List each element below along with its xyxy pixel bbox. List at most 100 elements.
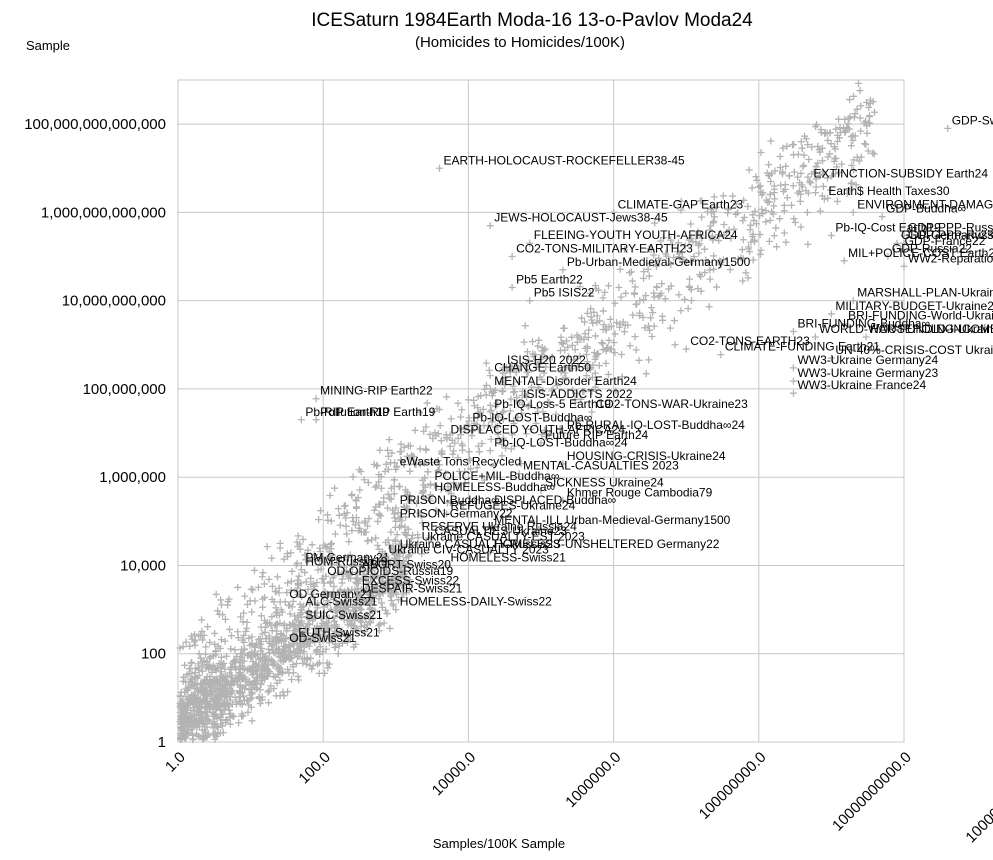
data-point <box>636 297 644 305</box>
data-point <box>652 257 660 265</box>
data-point <box>367 596 375 604</box>
annotation: HOM-Russia19 <box>297 555 388 574</box>
data-point <box>182 693 190 701</box>
data-point <box>211 648 219 656</box>
data-point <box>269 661 277 669</box>
data-point <box>734 209 742 217</box>
data-point <box>502 444 510 452</box>
data-point <box>319 648 327 656</box>
data-point <box>201 702 209 710</box>
data-point <box>240 657 248 665</box>
data-point <box>391 514 399 522</box>
data-point <box>534 383 542 391</box>
data-point <box>482 391 490 399</box>
data-point <box>802 187 810 195</box>
data-point <box>446 442 454 450</box>
data-point <box>594 350 602 358</box>
annotation: WW3-Ukraine France24 <box>789 378 926 397</box>
data-point <box>348 562 356 570</box>
data-point <box>406 492 414 500</box>
data-point <box>196 696 204 704</box>
annotated-point <box>297 416 305 424</box>
data-point <box>542 363 550 371</box>
data-point <box>273 644 281 652</box>
data-point <box>525 357 533 365</box>
annotation-label: CHANGE Earth50 <box>494 361 591 375</box>
data-point <box>247 703 255 711</box>
annotation-label: Pb-IQ-LOST-Buddha∞ <box>472 410 592 424</box>
data-point <box>402 513 410 521</box>
data-point <box>307 574 315 582</box>
data-point <box>248 640 256 648</box>
annotation: Earth$ Health Taxes30 <box>820 184 950 203</box>
data-point <box>458 440 466 448</box>
data-point <box>281 655 289 663</box>
data-point <box>798 183 806 191</box>
annotation-label: MENTAL-Disorder Earth24 <box>494 374 637 388</box>
data-point <box>611 349 619 357</box>
data-point <box>599 307 607 315</box>
data-point <box>740 213 748 221</box>
data-point <box>558 340 566 348</box>
data-point <box>342 567 350 575</box>
data-point <box>258 630 266 638</box>
data-point <box>796 179 804 187</box>
data-point <box>202 676 210 684</box>
data-point <box>498 387 506 395</box>
annotated-point <box>789 328 797 336</box>
data-point <box>265 668 273 676</box>
data-point <box>798 144 806 152</box>
data-point <box>385 585 393 593</box>
data-point <box>397 440 405 448</box>
annotated-point <box>840 320 848 328</box>
data-point <box>431 429 439 437</box>
annotation-label: HOMELESS-UNSHELTERED Germany22 <box>494 537 719 551</box>
data-point <box>404 504 412 512</box>
data-point <box>264 645 272 653</box>
data-point <box>244 651 252 659</box>
data-point <box>276 676 284 684</box>
data-point <box>756 182 764 190</box>
data-point <box>712 203 720 211</box>
data-point <box>400 590 408 598</box>
y-tick-label: 1,000,000 <box>99 469 166 486</box>
data-point <box>849 132 857 140</box>
data-point <box>449 450 457 458</box>
annotated-point <box>515 470 523 478</box>
data-point <box>730 225 738 233</box>
data-point <box>499 408 507 416</box>
x-tick-label: 100000000.0 <box>696 749 770 823</box>
data-point <box>333 556 341 564</box>
data-point <box>302 578 310 586</box>
data-point <box>384 446 392 454</box>
data-point <box>208 668 216 676</box>
data-point <box>835 115 843 123</box>
data-point <box>400 443 408 451</box>
data-point <box>264 688 272 696</box>
annotation-label: WORLD-WAR-FUNDING-Ukraine23 <box>819 322 993 336</box>
annotation: POLICE+MIL-Buddha∞ <box>426 469 559 488</box>
data-point <box>587 313 595 321</box>
annotated-point <box>559 460 567 468</box>
data-point <box>558 338 566 346</box>
data-point <box>656 291 664 299</box>
x-axis-label: Samples/100K Sample <box>433 836 565 851</box>
annotation: Pb-IQ-LOST-Buddha∞24 <box>486 436 628 455</box>
data-point <box>205 665 213 673</box>
data-point <box>411 426 419 434</box>
data-point <box>780 229 788 237</box>
data-point <box>808 170 816 178</box>
data-point <box>248 653 256 661</box>
data-point <box>299 535 307 543</box>
annotation-label: CLIMATE-GAP Earth23 <box>618 197 744 211</box>
data-point <box>710 213 718 221</box>
data-point <box>583 350 591 358</box>
annotation: DISPLACED-Buddha∞ <box>486 493 616 512</box>
data-point <box>833 163 841 171</box>
data-point <box>377 579 385 587</box>
data-point <box>434 467 442 475</box>
data-point <box>390 579 398 587</box>
annotation-label: Ukraine CASUALTY-EST 2023 <box>422 529 586 543</box>
annotation: CO2-TONS-WAR-Ukraine23 <box>588 397 748 416</box>
annotation-label: DISPLACED YOUTH-AFRICA24 <box>451 422 626 436</box>
